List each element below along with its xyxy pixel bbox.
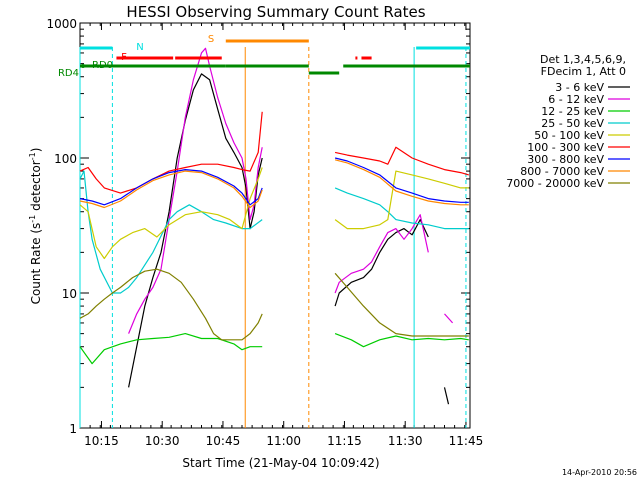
x-tick-label: 11:00 [266, 434, 301, 448]
x-axis-label: Start Time (21-May-04 10:09:42) [182, 456, 379, 470]
series-line [79, 170, 469, 294]
x-tick-label: 11:30 [388, 434, 423, 448]
state-markers [79, 47, 467, 428]
state-label: RD4 [58, 68, 79, 79]
legend-entry: 800 - 7000 keV [520, 165, 604, 178]
plot-frame [79, 22, 471, 429]
legend-entry: 7000 - 20000 keV [506, 177, 604, 190]
state-label: N [136, 42, 143, 53]
legend-header: Det 1,3,4,5,6,9, [540, 53, 626, 66]
y-axis-label-base: Count Rate (s [29, 223, 43, 305]
state-label: RD0 [92, 60, 113, 71]
series-line [79, 111, 469, 194]
x-tick-label: 10:30 [145, 434, 180, 448]
y-tick-label: 100 [54, 152, 77, 166]
y-axis-label-end: ) [29, 148, 43, 153]
series-line [79, 167, 469, 260]
y-tick-label: 1 [69, 422, 77, 436]
x-tick-label: 11:15 [327, 434, 362, 448]
legend-entry: 12 - 25 keV [541, 105, 604, 118]
y-axis-label: Count Rate (s-1 detector-1) [28, 148, 43, 305]
legend: Det 1,3,4,5,6,9,FDecim 1, Att 0 3 - 6 keV… [506, 53, 630, 190]
series-line [79, 157, 469, 206]
series-lines [79, 47, 469, 405]
legend-entry: 25 - 50 keV [541, 117, 604, 130]
x-tick-label: 11:45 [449, 434, 484, 448]
state-label: S [208, 34, 214, 45]
y-axis-label-exp1: -1 [28, 215, 37, 223]
series-line [128, 73, 450, 405]
series-line [79, 159, 469, 209]
series-line [79, 268, 469, 341]
axis-ticks: 10:15 10:30 10:45 11:00 11:15 11:30 11:45 1 10 10… [46, 17, 483, 448]
legend-entry: 3 - 6 keV [555, 81, 604, 94]
legend-entry: 100 - 300 keV [527, 141, 604, 154]
chart-title: HESSI Observing Summary Count Rates [126, 3, 425, 21]
x-tick-label: 10:45 [206, 434, 241, 448]
legend-header: FDecim 1, Att 0 [541, 65, 626, 78]
y-tick-label: 10 [62, 287, 77, 301]
footer-timestamp: 14-Apr-2010 20:56 [562, 468, 637, 477]
legend-entry: 6 - 12 keV [548, 93, 604, 106]
series-line [79, 333, 469, 365]
legend-entry: 50 - 100 keV [534, 129, 604, 142]
state-label: F [121, 52, 127, 63]
y-tick-label: 1000 [46, 17, 77, 31]
state-annotations: NF S RD0 RD4 [58, 34, 470, 79]
x-tick-label: 10:15 [84, 434, 119, 448]
y-axis-label-exp2: -1 [28, 152, 37, 160]
y-axis-label-mid: detector [29, 160, 43, 215]
legend-entry: 300 - 800 keV [527, 153, 604, 166]
state-dot [81, 64, 85, 68]
